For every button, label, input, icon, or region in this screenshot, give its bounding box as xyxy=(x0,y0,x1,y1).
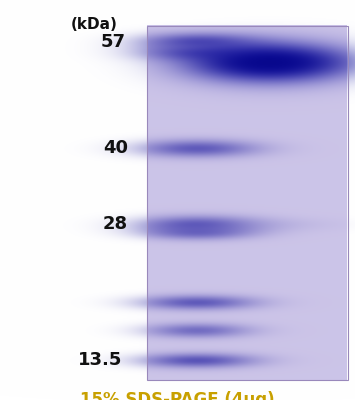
Text: 15% SDS-PAGE (4ug): 15% SDS-PAGE (4ug) xyxy=(80,391,275,400)
Bar xyxy=(147,26,348,380)
Text: 57: 57 xyxy=(101,33,126,51)
Text: 13.5: 13.5 xyxy=(78,351,122,369)
Text: 40: 40 xyxy=(103,139,128,157)
Text: (kDa): (kDa) xyxy=(71,17,118,32)
Text: 28: 28 xyxy=(103,215,128,233)
